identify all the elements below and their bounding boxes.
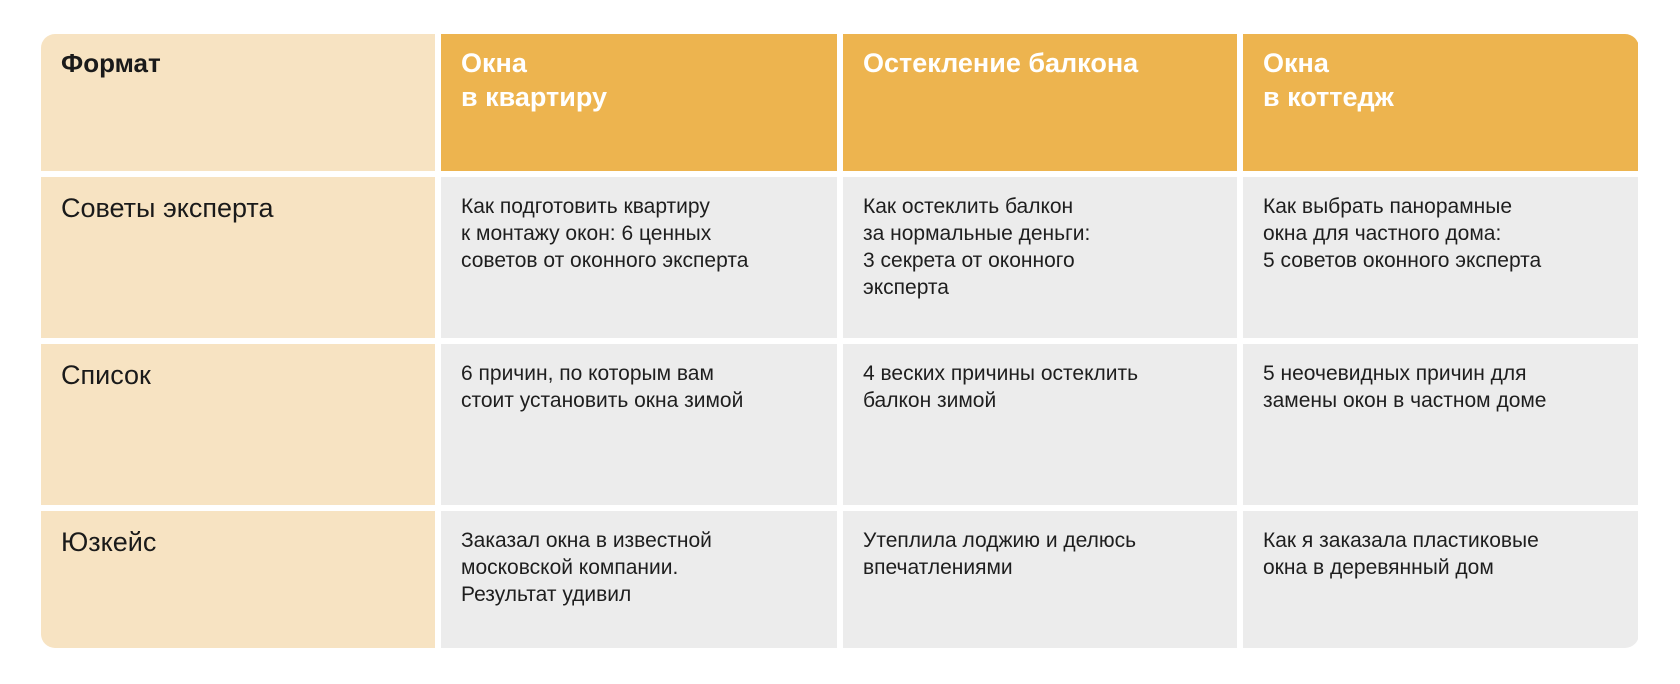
table-cell: Как остеклить балкон за нормальные деньг… (843, 177, 1237, 338)
header-format: Формат (41, 34, 435, 171)
row-label-list: Список (41, 344, 435, 505)
row-label-usecase: Юзкейс (41, 511, 435, 648)
table-cell: Как подготовить квартиру к монтажу окон:… (441, 177, 837, 338)
table-cell: 6 причин, по которым вам стоит установит… (441, 344, 837, 505)
table-cell: 4 веских причины остеклить балкон зимой (843, 344, 1237, 505)
format-table: Формат Окна в квартиру Остекление балкон… (41, 34, 1639, 648)
header-apartment-windows: Окна в квартиру (441, 34, 837, 171)
table-cell: Заказал окна в известной московской комп… (441, 511, 837, 648)
table-cell: 5 неочевидных причин для замены окон в ч… (1243, 344, 1638, 505)
header-cottage-windows: Окна в коттедж (1243, 34, 1638, 171)
row-label-expert-tips: Советы эксперта (41, 177, 435, 338)
header-balcony-glazing: Остекление балкона (843, 34, 1237, 171)
table-cell: Как выбрать панорамные окна для частного… (1243, 177, 1638, 338)
table-cell: Утеплила лоджию и делюсь впечатлениями (843, 511, 1237, 648)
table-cell: Как я заказала пластиковые окна в деревя… (1243, 511, 1638, 648)
